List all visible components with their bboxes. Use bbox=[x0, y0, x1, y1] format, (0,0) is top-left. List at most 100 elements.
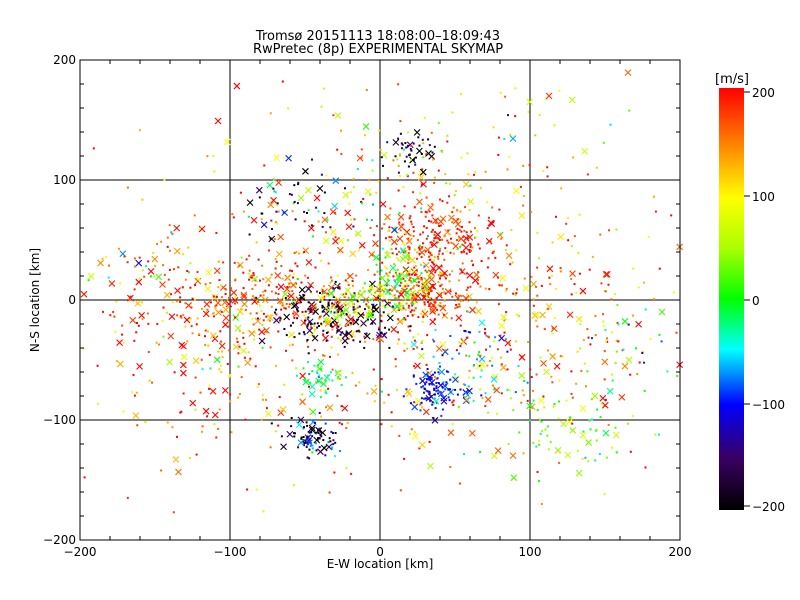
data-point-dot bbox=[425, 375, 428, 378]
data-point-dot bbox=[280, 308, 283, 311]
data-point-dot bbox=[206, 415, 209, 418]
data-point-dot bbox=[256, 317, 259, 320]
data-point-dot bbox=[433, 181, 436, 184]
data-point-dot bbox=[390, 248, 393, 251]
data-point-dot bbox=[466, 237, 469, 240]
data-point-dot bbox=[287, 306, 290, 308]
data-point-dot bbox=[547, 448, 550, 451]
data-point-dot bbox=[461, 262, 464, 265]
data-point-dot bbox=[415, 284, 418, 287]
data-point-dot bbox=[217, 350, 220, 353]
data-point-dot bbox=[280, 265, 283, 267]
data-point-dot bbox=[514, 391, 517, 394]
data-point-cross bbox=[557, 233, 565, 241]
data-point-dot bbox=[265, 315, 268, 318]
data-point-dot bbox=[484, 405, 487, 407]
data-point-cross bbox=[526, 98, 534, 106]
data-point-dot bbox=[419, 247, 422, 250]
data-point-dot bbox=[387, 275, 390, 277]
data-point-dot bbox=[403, 342, 406, 345]
data-point-dot bbox=[423, 303, 426, 306]
data-point-dot bbox=[439, 391, 442, 394]
data-point-dot bbox=[317, 325, 320, 327]
data-point-dot bbox=[609, 123, 612, 126]
data-point-dot bbox=[472, 376, 475, 379]
data-point-dot bbox=[551, 381, 554, 384]
data-point-dot bbox=[326, 294, 329, 297]
data-point-dot bbox=[368, 178, 371, 181]
data-point-dot bbox=[407, 252, 410, 255]
data-point-cross bbox=[490, 375, 498, 383]
data-point-dot bbox=[332, 296, 335, 298]
data-point-dot bbox=[304, 440, 307, 443]
data-point-dot bbox=[536, 231, 539, 234]
data-point-cross bbox=[539, 311, 546, 319]
data-point-dot bbox=[356, 168, 359, 170]
data-point-dot bbox=[307, 316, 310, 319]
data-point-dot bbox=[228, 374, 231, 376]
data-point-cross bbox=[417, 173, 425, 181]
data-point-dot bbox=[234, 279, 237, 282]
data-point-dot bbox=[366, 392, 369, 395]
data-point-dot bbox=[123, 255, 126, 258]
data-point-dot bbox=[155, 341, 158, 344]
data-point-dot bbox=[434, 407, 437, 410]
data-point-dot bbox=[403, 317, 406, 319]
data-point-cross bbox=[168, 313, 176, 320]
data-point-dot bbox=[441, 150, 444, 153]
data-point-dot bbox=[348, 314, 351, 317]
data-point-cross bbox=[421, 281, 429, 288]
data-point-dot bbox=[575, 291, 578, 294]
data-point-dot bbox=[536, 294, 539, 297]
data-point-dot bbox=[204, 343, 207, 346]
data-point-dot bbox=[362, 313, 365, 316]
data-point-dot bbox=[112, 311, 115, 313]
data-point-cross bbox=[266, 181, 274, 189]
data-point-dot bbox=[268, 319, 271, 322]
data-point-dot bbox=[293, 336, 296, 339]
data-point-dot bbox=[114, 330, 117, 333]
data-point-dot bbox=[444, 292, 447, 295]
data-point-dot bbox=[325, 316, 328, 319]
data-point-dot bbox=[518, 315, 521, 317]
data-point-dot bbox=[479, 285, 482, 288]
data-point-dot bbox=[237, 396, 240, 399]
data-point-dot bbox=[553, 124, 556, 127]
data-point-dot bbox=[385, 267, 388, 270]
data-point-dot bbox=[292, 272, 295, 275]
data-point-dot bbox=[436, 236, 439, 239]
data-point-dot bbox=[602, 313, 605, 316]
data-point-dot bbox=[615, 339, 618, 342]
data-point-dot bbox=[433, 371, 436, 374]
data-point-dot bbox=[315, 306, 317, 309]
data-point-dot bbox=[437, 274, 440, 277]
data-point-dot bbox=[448, 195, 451, 198]
data-point-dot bbox=[122, 410, 125, 413]
data-point-dot bbox=[602, 325, 605, 328]
data-point-dot bbox=[187, 246, 190, 249]
data-point-cross bbox=[406, 141, 414, 149]
data-point-dot bbox=[319, 292, 321, 294]
data-point-dot bbox=[419, 403, 422, 406]
data-point-dot bbox=[221, 356, 224, 359]
data-point-dot bbox=[228, 349, 231, 352]
data-point-cross bbox=[531, 312, 539, 319]
data-point-dot bbox=[396, 342, 399, 345]
data-point-dot bbox=[331, 305, 334, 308]
data-point-dot bbox=[433, 389, 436, 391]
data-point-dot bbox=[300, 436, 303, 439]
y-axis-label: N-S location [km] bbox=[28, 248, 42, 352]
data-point-dot bbox=[307, 430, 310, 433]
data-point-dot bbox=[291, 210, 294, 213]
data-point-dot bbox=[332, 321, 335, 324]
data-point-dot bbox=[247, 351, 250, 354]
data-point-dot bbox=[304, 310, 307, 313]
data-point-dot bbox=[327, 331, 330, 334]
data-point-cross bbox=[214, 299, 222, 307]
data-point-dot bbox=[400, 290, 403, 293]
data-point-dot bbox=[427, 390, 430, 393]
data-point-dot bbox=[555, 215, 557, 218]
data-point-dot bbox=[399, 489, 402, 492]
data-point-cross bbox=[332, 237, 339, 245]
data-point-dot bbox=[604, 290, 607, 293]
